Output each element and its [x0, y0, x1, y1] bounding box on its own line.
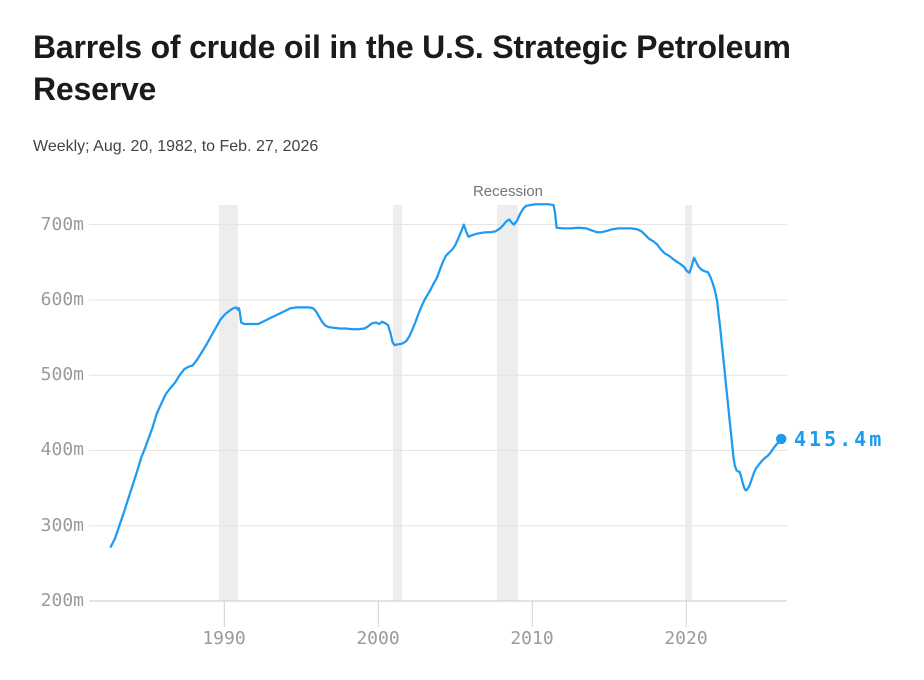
recession-band: [218, 205, 238, 601]
latest-value-label: 415.4m: [794, 427, 885, 451]
x-axis-label: 2020: [664, 628, 708, 649]
x-axis-label: 2010: [510, 628, 554, 649]
chart-title: Barrels of crude oil in the U.S. Strateg…: [33, 29, 791, 107]
y-axis-label: 500m: [40, 364, 84, 385]
latest-value-dot: [776, 433, 787, 445]
y-axis-label: 700m: [40, 214, 84, 235]
y-axis-label: 300m: [40, 515, 84, 536]
recession-label: Recession: [472, 183, 544, 200]
recession-band: [392, 205, 402, 601]
recession-band: [497, 205, 518, 601]
recession-band: [685, 205, 692, 601]
x-axis-label: 2000: [356, 628, 400, 649]
x-axis-label: 1990: [202, 628, 246, 649]
y-axis-label: 200m: [40, 590, 84, 611]
chart-subtitle: Weekly; Aug. 20, 1982, to Feb. 27, 2026: [33, 138, 319, 155]
y-axis-label: 400m: [40, 439, 84, 460]
data-line: [109, 203, 783, 548]
y-axis-label: 600m: [40, 289, 84, 310]
